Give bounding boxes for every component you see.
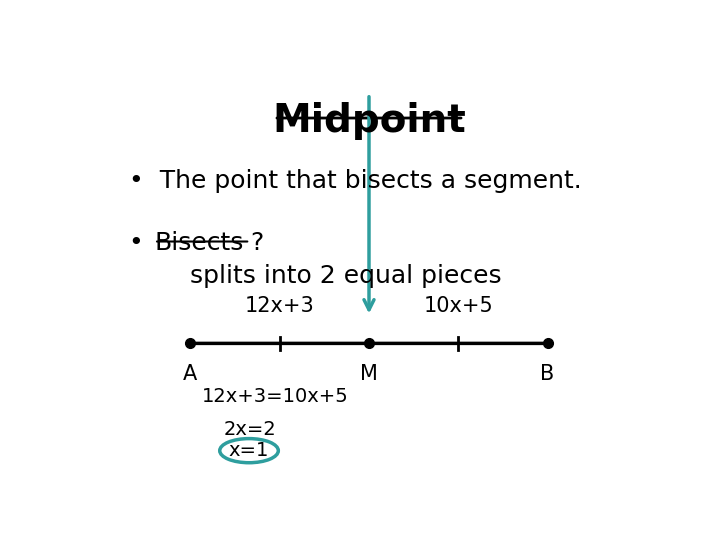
Text: splits into 2 equal pieces: splits into 2 equal pieces [190,265,502,288]
Text: ?: ? [250,231,264,255]
Text: •: • [129,231,152,255]
Text: 12x+3=10x+5: 12x+3=10x+5 [202,387,348,406]
Text: 12x+3: 12x+3 [245,296,315,316]
Text: 10x+5: 10x+5 [423,296,493,316]
Text: Bisects: Bisects [154,231,243,255]
Text: •  The point that bisects a segment.: • The point that bisects a segment. [129,168,582,193]
Text: M: M [360,364,378,384]
Text: B: B [541,364,554,384]
Text: Midpoint: Midpoint [272,102,466,140]
Text: A: A [184,364,197,384]
Text: x=1: x=1 [229,441,269,460]
Text: 2x=2: 2x=2 [224,420,276,440]
